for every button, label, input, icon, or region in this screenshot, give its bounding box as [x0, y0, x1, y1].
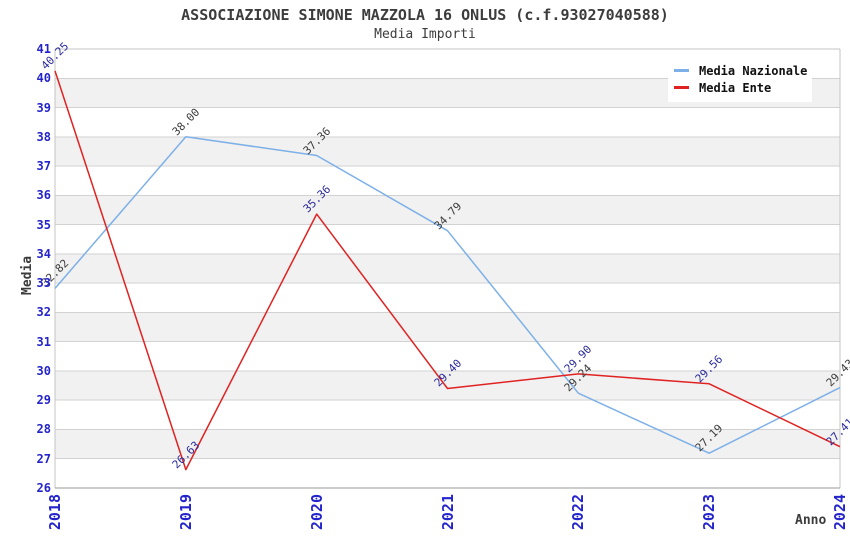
plot-band	[55, 283, 840, 313]
y-tick-label: 29	[36, 393, 51, 408]
x-axis-title: Anno	[795, 513, 827, 528]
series-line-media-nazionale	[54, 136, 841, 454]
series-lines	[54, 48, 841, 489]
x-tick-label: 2024	[831, 494, 849, 531]
y-tick-label: 34	[36, 246, 51, 261]
x-tick-label: 2018	[46, 494, 64, 531]
y-tick-label: 30	[36, 363, 51, 378]
plot-band	[55, 341, 840, 371]
plot-band	[55, 107, 840, 137]
legend: Media Nazionale Media Ente	[668, 56, 812, 102]
plot-band	[55, 458, 840, 488]
y-tick-label: 26	[36, 481, 51, 495]
legend-label: Media Ente	[699, 80, 772, 95]
y-tick-label: 37	[36, 159, 51, 174]
legend-line-swatch	[674, 69, 689, 72]
y-tick-label: 32	[36, 305, 51, 320]
x-tick-label: 2022	[569, 494, 588, 531]
x-tick-label: 2021	[438, 494, 457, 531]
x-tick-label: 2023	[700, 494, 719, 531]
legend-line-swatch	[674, 86, 689, 89]
y-tick-label: 39	[36, 100, 51, 115]
y-tick-label: 28	[36, 422, 51, 437]
chart-title: ASSOCIAZIONE SIMONE MAZZOLA 16 ONLUS (c.…	[181, 6, 669, 24]
y-tick-label: 41	[36, 42, 51, 56]
legend-item: Media Nazionale	[674, 62, 812, 79]
y-tick-label: 31	[36, 334, 51, 349]
plot-band	[55, 253, 840, 284]
plot-band	[55, 312, 840, 342]
plot-band	[55, 370, 840, 401]
y-tick-label: 33	[36, 276, 51, 291]
legend-label: Media Nazionale	[699, 63, 808, 78]
y-tick-label: 35	[36, 217, 51, 232]
plot-band	[55, 166, 840, 196]
y-tick-label: 38	[36, 129, 51, 144]
plot-band	[55, 195, 840, 225]
plot-band	[55, 400, 840, 430]
plot-band	[55, 224, 840, 254]
y-tick-label: 40	[36, 71, 51, 86]
x-tick-label: 2019	[176, 494, 195, 531]
legend-item: Media Ente	[674, 79, 812, 96]
x-tick-label: 2020	[307, 494, 326, 531]
plot-area: 32.82 38.00 37.36 34.79 29.24 27.19 29.43 40.25…	[39, 40, 850, 489]
y-tick-label: 36	[36, 188, 51, 203]
plot-band	[55, 136, 840, 167]
chart-subtitle: Media Importi	[374, 27, 476, 42]
series-line-media-ente	[54, 70, 841, 471]
y-tick-label: 27	[36, 451, 51, 466]
